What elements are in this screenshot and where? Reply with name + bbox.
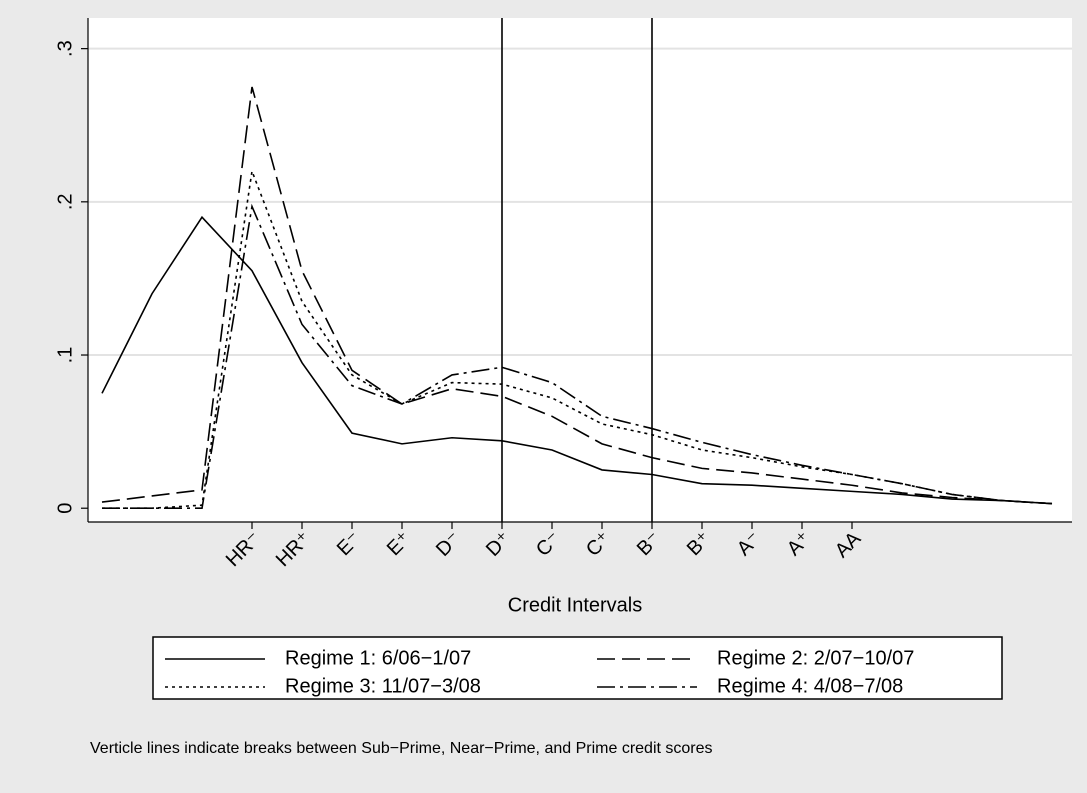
x-tick-label: E⁺ bbox=[383, 528, 415, 560]
y-tick-label: .1 bbox=[54, 347, 76, 364]
x-tick-label: B⁻ bbox=[633, 528, 665, 560]
legend-label: Regime 3: 11/07−3/08 bbox=[285, 675, 481, 697]
plot-area bbox=[88, 18, 1072, 522]
x-tick-label: E⁻ bbox=[333, 528, 365, 560]
y-tick-label: .2 bbox=[54, 193, 76, 210]
y-tick-label: .3 bbox=[54, 40, 76, 57]
note: Verticle lines indicate breaks between S… bbox=[90, 740, 713, 757]
x-axis-label: Credit Intervals bbox=[508, 594, 643, 616]
series-line bbox=[101, 86, 1053, 505]
y-tick-label: 0 bbox=[54, 503, 76, 514]
x-tick-label: AA bbox=[831, 527, 866, 562]
x-tick-label: C⁺ bbox=[582, 528, 615, 561]
legend bbox=[152, 636, 1003, 700]
x-tick-label: HR⁺ bbox=[272, 528, 315, 571]
x-tick-label: A⁺ bbox=[783, 528, 815, 560]
series-line bbox=[101, 215, 1053, 505]
x-tick-label: B⁺ bbox=[683, 528, 715, 560]
series-line bbox=[102, 203, 1053, 510]
x-tick-label: D⁺ bbox=[482, 528, 515, 561]
legend-label: Regime 2: 2/07−10/07 bbox=[717, 647, 914, 669]
x-tick-label: HR⁻ bbox=[222, 528, 265, 571]
x-tick-label: C⁻ bbox=[532, 528, 565, 561]
legend-label: Regime 1: 6/06−1/07 bbox=[285, 647, 471, 669]
legend-label: Regime 4: 4/08−7/08 bbox=[717, 675, 903, 697]
x-tick-label: D⁻ bbox=[432, 528, 465, 561]
x-tick-label: A⁻ bbox=[733, 528, 765, 560]
